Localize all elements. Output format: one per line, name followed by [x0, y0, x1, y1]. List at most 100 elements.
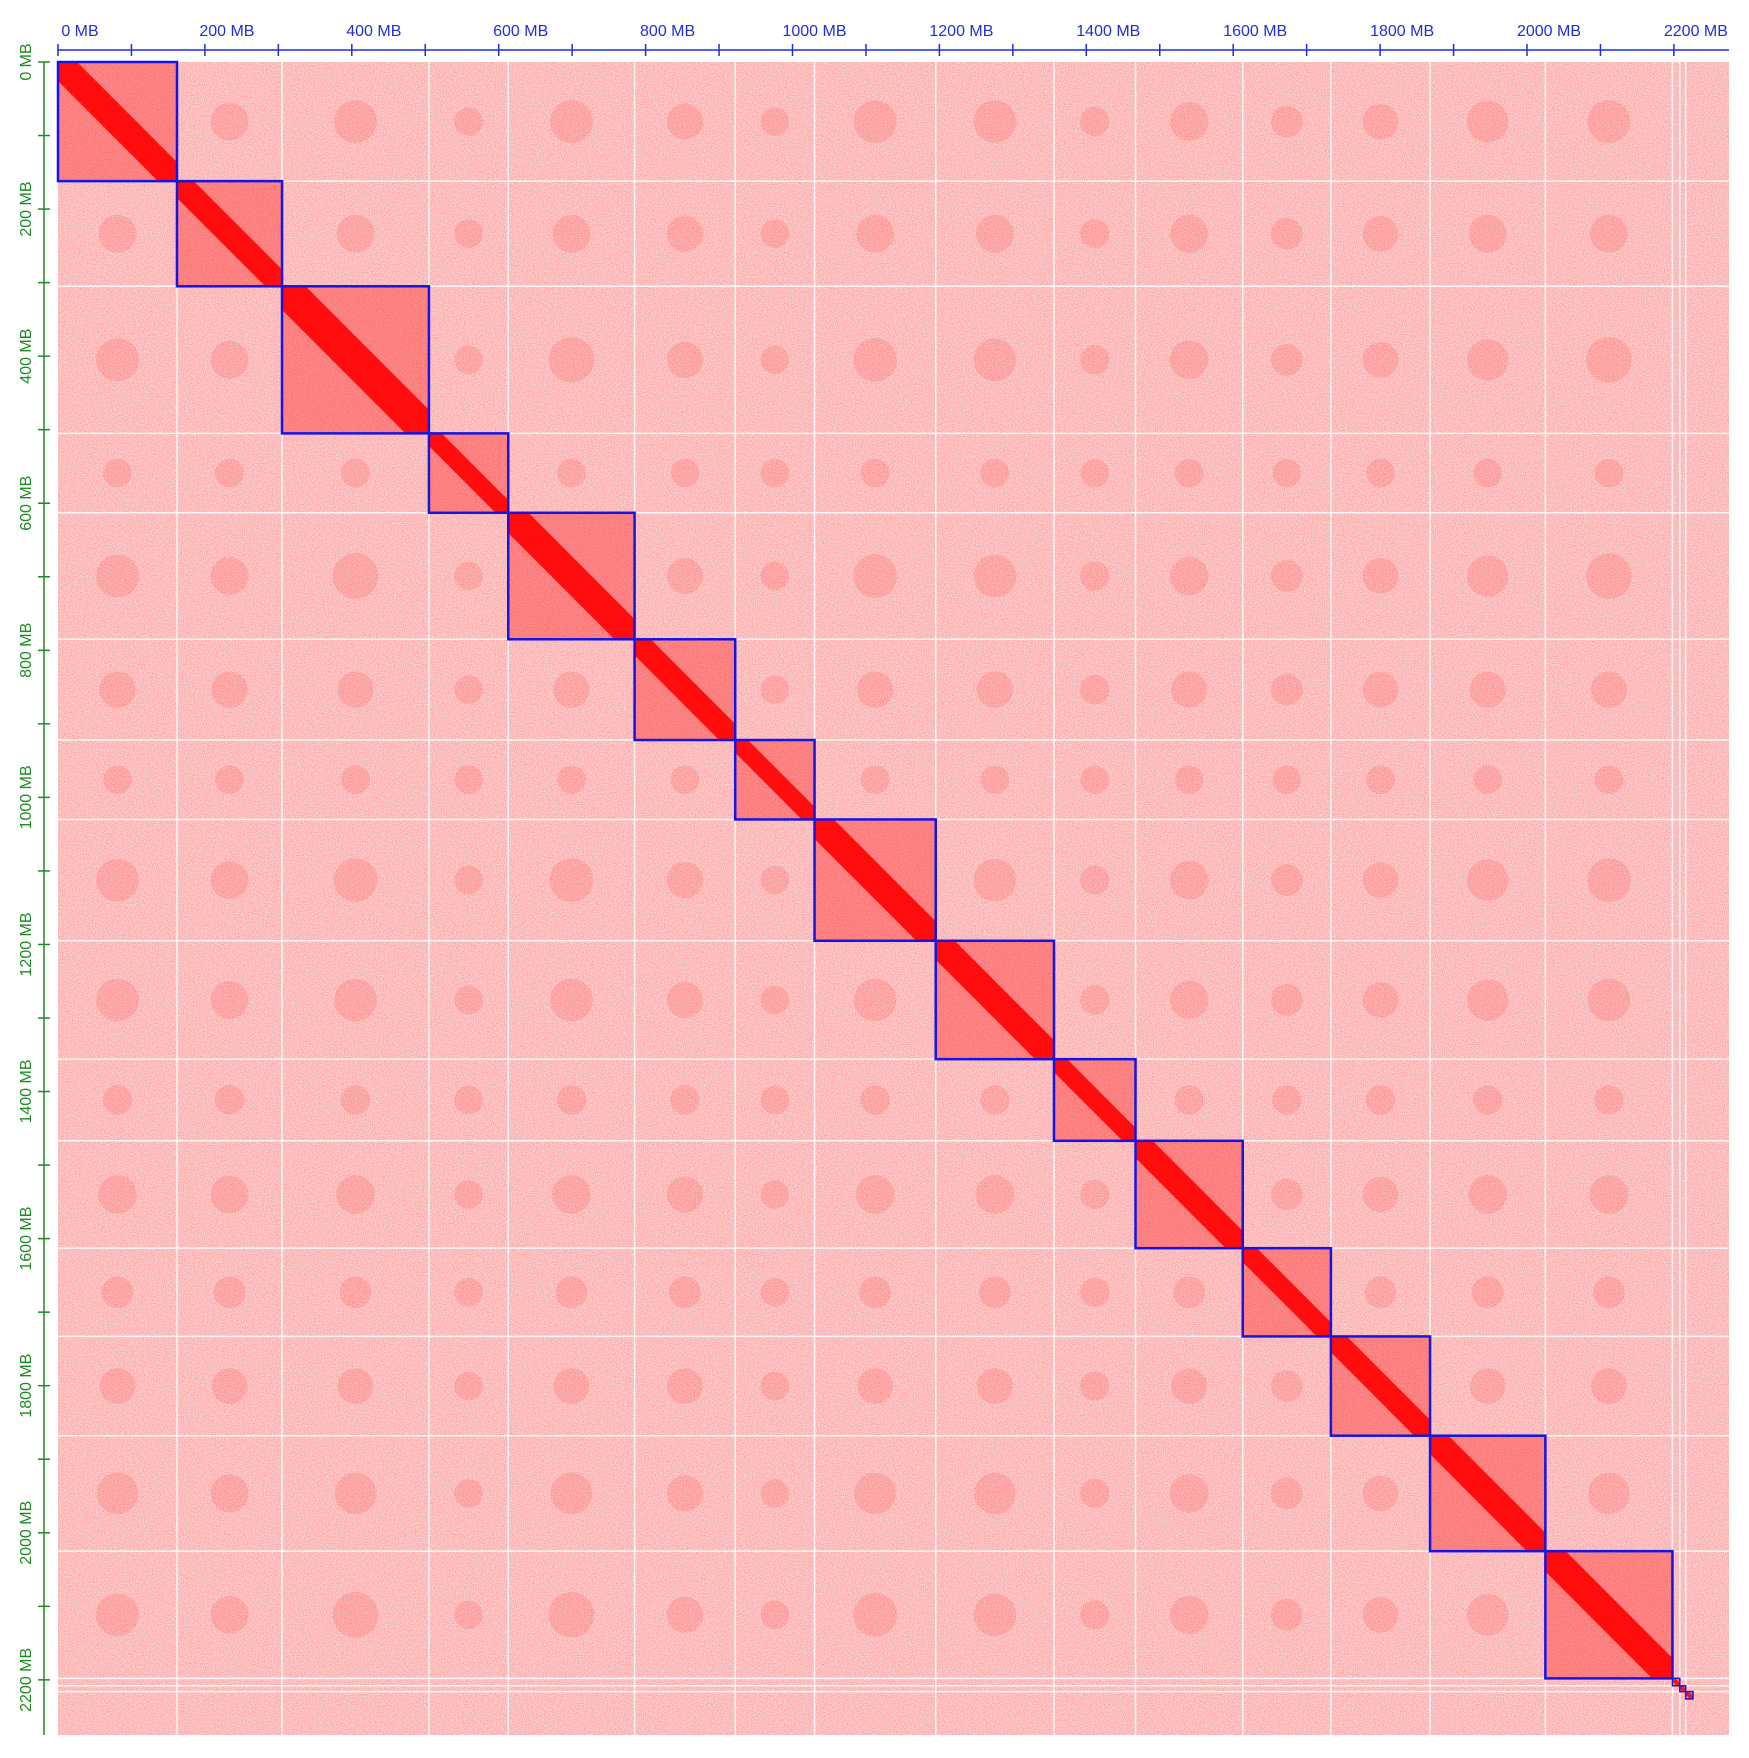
interchrom-signal — [1080, 985, 1110, 1015]
interchrom-signal — [760, 675, 790, 704]
diagonal-signal — [935, 940, 1054, 1060]
interchrom-signal — [1469, 671, 1506, 708]
interchrom-signal — [666, 862, 704, 899]
interchrom-signal — [1270, 1178, 1303, 1211]
interchrom-signal — [1080, 765, 1110, 795]
interchrom-signal — [454, 675, 483, 704]
y-tick-label: 600 MB — [18, 476, 35, 531]
interchrom-signal — [1174, 765, 1204, 795]
y-tick-label: 800 MB — [18, 623, 35, 678]
interchrom-signal — [1589, 1175, 1629, 1214]
interchrom-signal — [1594, 458, 1624, 488]
interchrom-signal — [1466, 339, 1509, 381]
y-tick-label: 1600 MB — [18, 1207, 35, 1271]
chromosome-block-outline — [733, 738, 816, 821]
diagonal-signal — [814, 819, 936, 941]
contact-matrix — [56, 60, 1729, 1735]
x-tick-label: 1400 MB — [1076, 23, 1140, 40]
interchrom-signal — [1473, 458, 1503, 488]
interchrom-signal — [760, 1600, 790, 1630]
interchrom-signal — [973, 858, 1017, 902]
chromosome-block-outline — [507, 511, 636, 641]
interchrom-signal — [666, 1176, 704, 1213]
interchrom-signal — [1362, 1475, 1399, 1512]
interchrom-signal — [1471, 1276, 1504, 1309]
interchrom-signal — [454, 1600, 483, 1630]
diagonal-signal — [1679, 1685, 1686, 1692]
interchrom-signal — [454, 1278, 483, 1307]
interchrom-signal — [549, 858, 594, 902]
diagonal-signal — [1430, 1435, 1546, 1552]
interchrom-signal — [973, 1593, 1017, 1637]
interchrom-signal — [337, 1368, 374, 1404]
x-axis: 0 MB 200 MB 400 MB 600 MB 800 MB 1000 MB 1200 … — [57, 23, 1729, 56]
interchrom-signal — [974, 1472, 1016, 1515]
interchrom-signal — [666, 341, 704, 378]
y-tick-label: 200 MB — [18, 182, 35, 237]
interchrom-signal — [973, 338, 1017, 382]
interchrom-signal — [760, 458, 790, 488]
interchrom-signal — [1362, 1596, 1399, 1633]
interchrom-signal — [666, 1475, 704, 1512]
interchrom-signal — [976, 671, 1013, 708]
interchrom-signal — [1270, 560, 1303, 592]
diagonal-signal — [1672, 1678, 1680, 1686]
interchrom-signal — [96, 554, 139, 598]
x-tick-label: 1200 MB — [929, 23, 993, 40]
interchrom-signal — [853, 554, 897, 598]
interchrom-signal — [1169, 102, 1209, 141]
interchrom-signal — [334, 100, 377, 144]
interchrom-signal — [760, 345, 790, 375]
interchrom-signal — [1468, 1175, 1508, 1214]
chromosome-block-outline — [813, 818, 937, 943]
interchrom-signal — [760, 1371, 790, 1401]
interchrom-signal — [96, 1593, 139, 1637]
interchrom-signal — [210, 340, 249, 379]
interchrom-signal — [553, 1368, 590, 1404]
interchrom-signal — [102, 1085, 133, 1115]
interchrom-signal — [670, 458, 700, 488]
interchrom-signal — [1270, 1598, 1303, 1631]
y-tick-label: 2000 MB — [18, 1501, 35, 1565]
diagonal-signal — [282, 286, 429, 434]
interchrom-signal — [454, 345, 483, 375]
interchrom-signal — [215, 458, 244, 488]
y-tick-label: 400 MB — [18, 329, 35, 384]
y-tick-label: 0 MB — [18, 43, 35, 80]
interchrom-signal — [1362, 982, 1399, 1018]
interchrom-signal — [1174, 1085, 1204, 1115]
chromosome-block-outline — [633, 638, 737, 742]
interchrom-signal — [666, 981, 704, 1019]
interchrom-signal — [980, 765, 1010, 795]
interchrom-signal — [1080, 1478, 1110, 1509]
interchrom-signal — [669, 1276, 701, 1309]
y-tick-label: 1800 MB — [18, 1354, 35, 1418]
interchrom-signal — [550, 1472, 593, 1515]
x-tick-label: 600 MB — [493, 23, 548, 40]
interchrom-signal — [1270, 673, 1303, 706]
chromosome-block-outline — [56, 60, 179, 183]
interchrom-signal — [210, 1474, 249, 1513]
x-tick-label: 0 MB — [61, 23, 98, 40]
interchrom-signal — [973, 554, 1017, 598]
interchrom-signal — [552, 214, 591, 253]
interchrom-signal — [1080, 1600, 1110, 1630]
interchrom-signal — [553, 671, 590, 708]
interchrom-signal — [1270, 1370, 1303, 1402]
interchrom-signal — [853, 1592, 897, 1637]
interchrom-signal — [1169, 980, 1209, 1020]
diagonal-signal — [1330, 1336, 1431, 1436]
interchrom-signal — [853, 338, 897, 382]
interchrom-signal — [98, 1175, 137, 1214]
interchrom-signal — [552, 1175, 591, 1214]
interchrom-signal — [99, 671, 136, 708]
interchrom-signal — [1169, 860, 1209, 900]
interchrom-signal — [332, 553, 379, 599]
interchrom-signal — [978, 1276, 1011, 1309]
interchrom-signal — [1080, 1371, 1110, 1401]
interchrom-signal — [454, 561, 483, 591]
interchrom-signal — [670, 765, 700, 795]
chromosome-block-outline — [1329, 1335, 1432, 1437]
interchrom-signal — [1594, 1085, 1624, 1115]
interchrom-signal — [96, 338, 139, 382]
